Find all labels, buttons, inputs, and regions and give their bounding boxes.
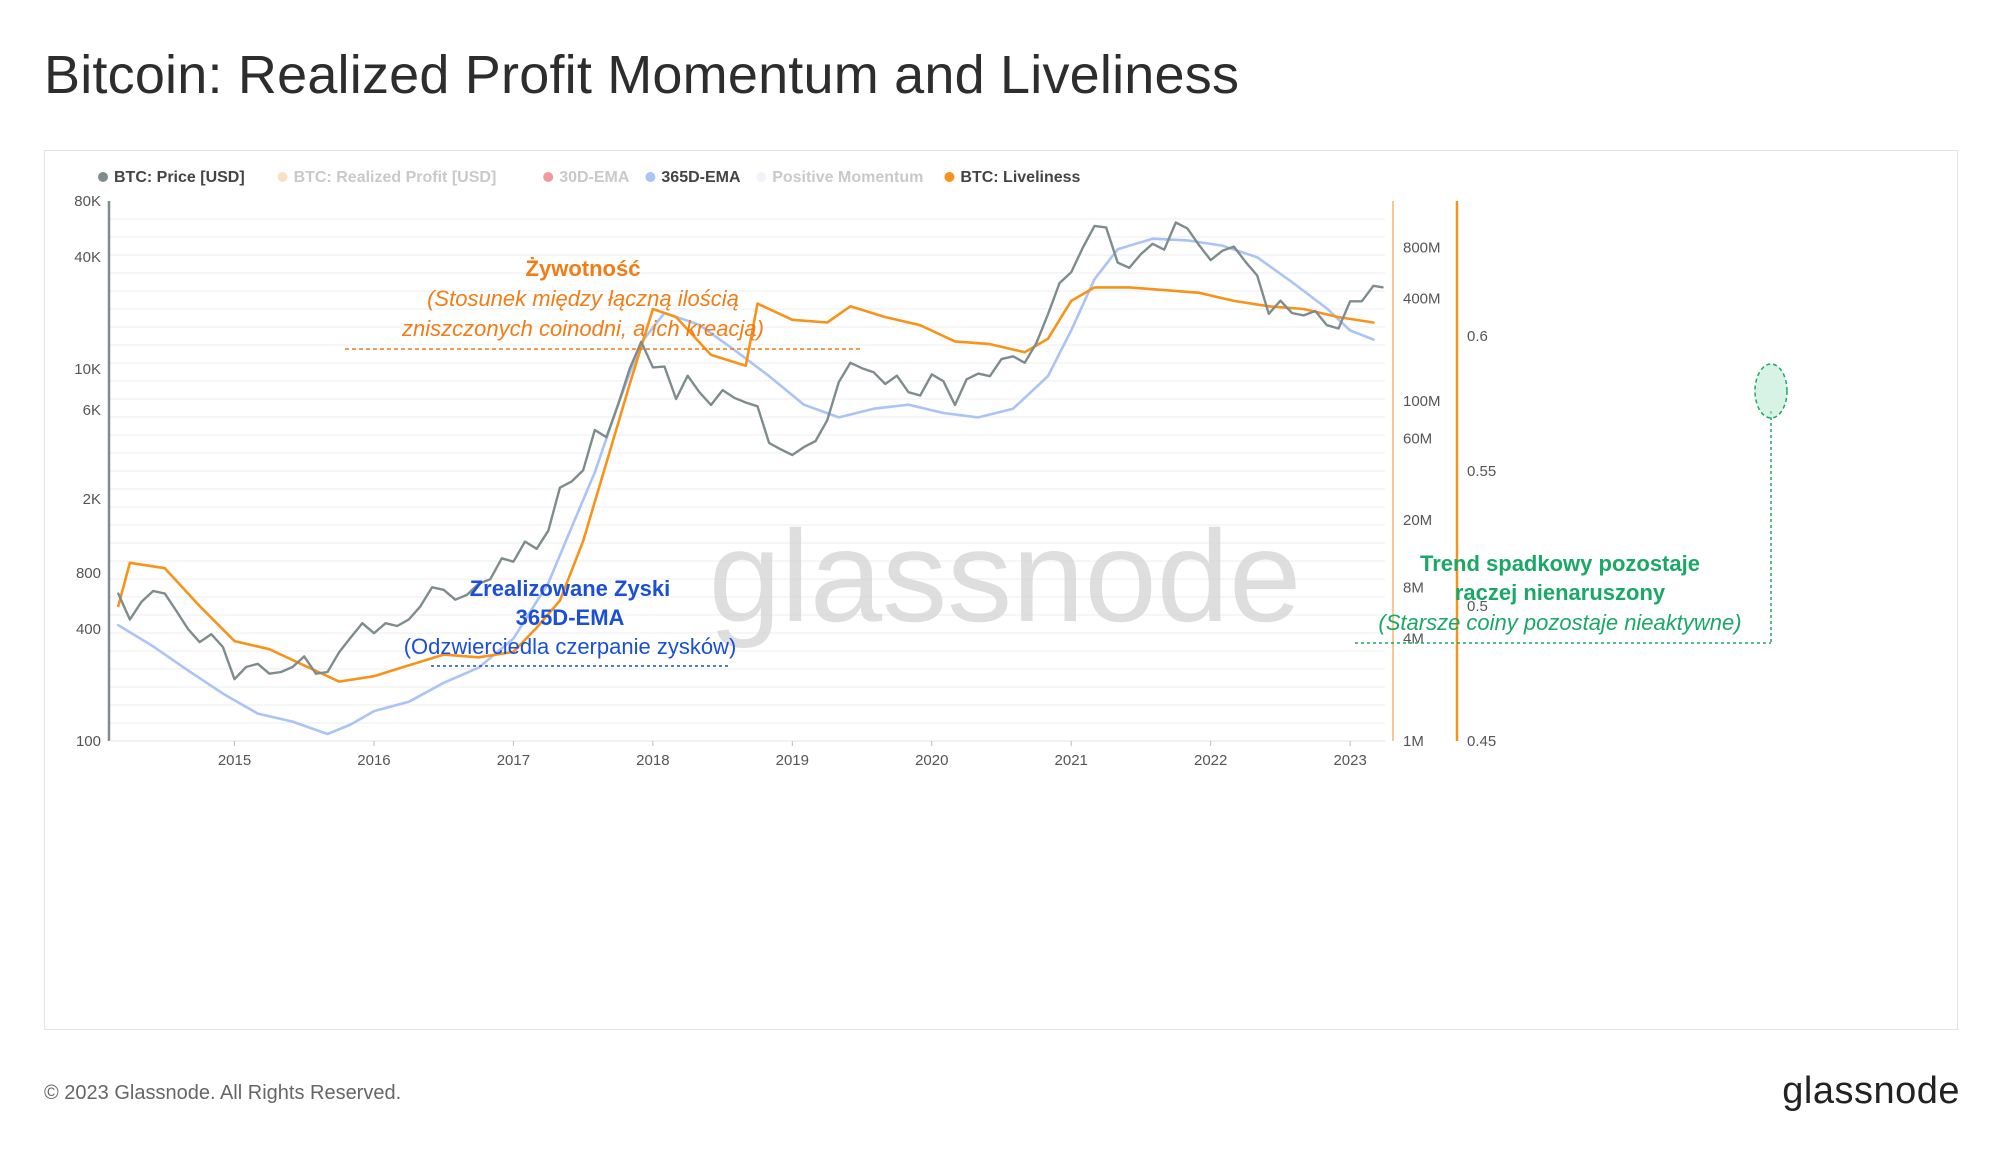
chart-svg: BTC: Price [USD] BTC: Realized Profit [US…	[74, 169, 1788, 769]
annotation-trend-line1: (Starsze coiny pozostaje nieaktywne)	[1378, 610, 1741, 635]
axes: 100 400 800 2K 6K 10K 40K 80K 1M 4M 8M 20M 60M 100M 40…	[74, 193, 1496, 769]
y-right1-tick-label: 8M	[1403, 579, 1424, 596]
page-title: Bitcoin: Realized Profit Momentum and Li…	[44, 45, 1240, 105]
y-right1-tick-label: 4M	[1403, 631, 1424, 648]
x-tick-label: 2015	[218, 752, 251, 769]
legend-item-5: BTC: Liveliness	[944, 169, 1081, 186]
legend-item-1: BTC: Realized Profit [USD]	[277, 169, 497, 186]
annotation-liveliness-title: Żywotność	[526, 256, 641, 281]
legend-dot	[543, 172, 554, 182]
footer-copyright: © 2023 Glassnode. All Rights Reserved.	[44, 1082, 402, 1104]
annotation-profit-line1: (Odzwierciedla czerpanie zysków)	[404, 634, 737, 659]
x-tick-label: 2021	[1055, 752, 1088, 769]
y-left-tick-label: 40K	[74, 249, 101, 266]
y-right2-tick-label: 0.6	[1467, 328, 1488, 345]
grid	[109, 218, 1385, 724]
y-right1-tick-label: 800M	[1403, 239, 1441, 256]
annotation-trend-title2: raczej nienaruszony	[1455, 580, 1666, 605]
series-btc-price-usd	[117, 221, 1384, 681]
legend-label: BTC: Price [USD]	[114, 169, 245, 186]
annotation-trend: Trend spadkowy pozostaje raczej nienarus…	[1355, 363, 1788, 644]
annotation-liveliness-line1: (Stosunek między łączną ilością	[427, 286, 739, 311]
y-left-tick-label: 100	[76, 733, 101, 750]
y-right2-tick-label: 0.5	[1467, 598, 1488, 615]
legend-item-2: 30D-EMA	[543, 169, 630, 186]
series	[117, 221, 1384, 736]
annotation-trend-title1: Trend spadkowy pozostaje	[1420, 551, 1700, 576]
y-left-tick-label: 10K	[74, 361, 101, 378]
y-left-tick-label: 6K	[83, 402, 101, 419]
x-tick-label: 2022	[1194, 752, 1227, 769]
legend-dot	[645, 172, 656, 182]
legend-label: Positive Momentum	[772, 169, 923, 186]
watermark: glassnode	[709, 503, 1302, 649]
legend-item-3: 365D-EMA	[645, 169, 741, 186]
legend-label: 365D-EMA	[661, 169, 741, 186]
legend-label: BTC: Liveliness	[960, 169, 1080, 186]
chart-frame: BTC: Price [USD] BTC: Realized Profit [US…	[44, 150, 1958, 1030]
y-right2-tick-label: 0.45	[1467, 733, 1496, 750]
annotation-liveliness-line2: zniszczonych coinodni, a ich kreacją)	[401, 316, 764, 341]
y-right1-tick-label: 20M	[1403, 512, 1432, 529]
footer-logo: glassnode	[1782, 1070, 1960, 1112]
legend-item-0: BTC: Price [USD]	[98, 169, 245, 186]
annotation-profit-title2: 365D-EMA	[516, 605, 625, 630]
x-tick-label: 2019	[776, 752, 809, 769]
series-365d-ema	[117, 237, 1375, 736]
x-tick-label: 2023	[1333, 752, 1366, 769]
y-right1-tick-label: 60M	[1403, 431, 1432, 448]
series-btc-liveliness	[117, 286, 1375, 683]
legend-dot	[98, 172, 108, 182]
y-left-tick-label: 800	[76, 565, 101, 582]
x-tick-label: 2016	[357, 752, 390, 769]
legend-item-4: Positive Momentum	[756, 169, 923, 186]
y-right1-tick-label: 100M	[1403, 393, 1441, 410]
x-tick-label: 2018	[636, 752, 669, 769]
legend-dot	[277, 172, 288, 182]
annotation-trend-highlight	[1754, 363, 1788, 419]
y-right2-tick-label: 0.55	[1467, 463, 1496, 480]
legend-dot	[756, 172, 767, 182]
x-tick-label: 2020	[915, 752, 948, 769]
legend: BTC: Price [USD] BTC: Realized Profit [US…	[98, 169, 1081, 186]
legend-label: 30D-EMA	[559, 169, 630, 186]
y-right1-tick-label: 400M	[1403, 291, 1441, 308]
y-left-tick-label: 400	[76, 621, 101, 638]
annotation-liveliness: Żywotność (Stosunek między łączną ilości…	[345, 256, 860, 350]
y-right1-tick-label: 1M	[1403, 733, 1424, 750]
y-left-tick-label: 80K	[74, 193, 101, 210]
legend-label: BTC: Realized Profit [USD]	[294, 169, 497, 186]
legend-dot	[944, 172, 955, 182]
x-tick-label: 2017	[497, 752, 530, 769]
annotation-profit: Zrealizowane Zyski 365D-EMA (Odzwiercied…	[404, 576, 737, 667]
annotation-profit-title1: Zrealizowane Zyski	[470, 576, 671, 601]
y-left-tick-label: 2K	[83, 491, 101, 508]
